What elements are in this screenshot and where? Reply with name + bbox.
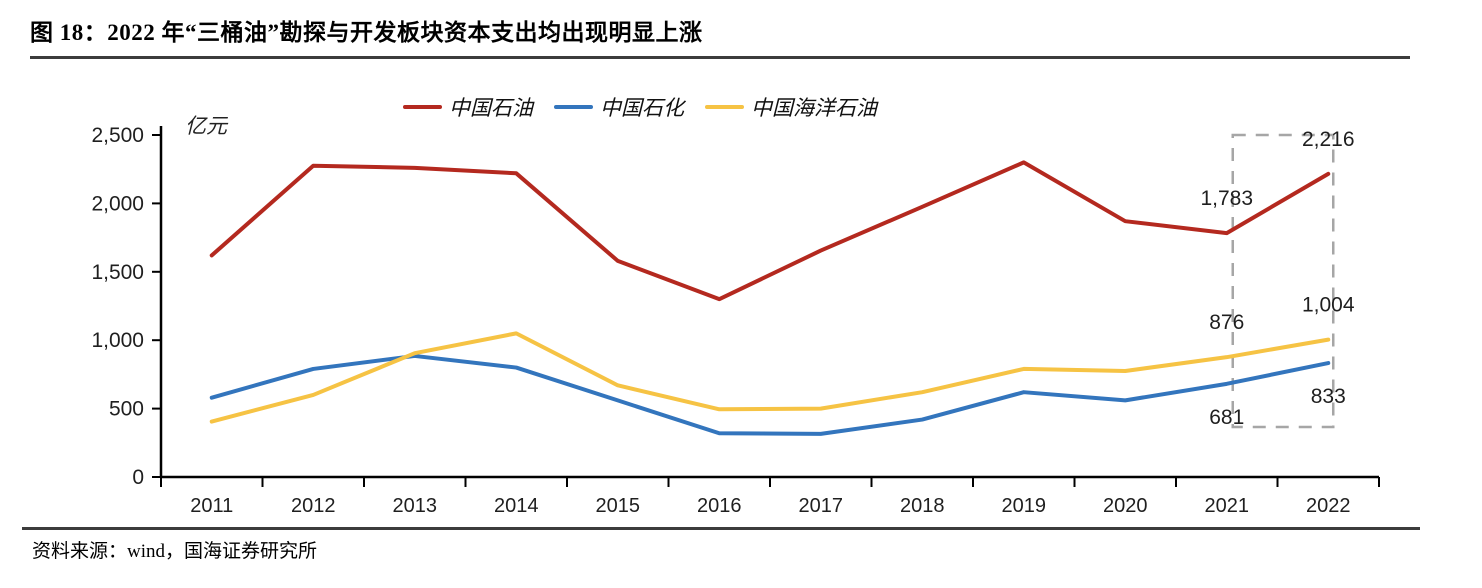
x-axis-year-label: 2014 — [494, 495, 539, 517]
sinopec-line-swatch-icon — [554, 105, 593, 109]
y-tick-label: 1,000 — [91, 329, 144, 352]
figure-title: 图 18：2022 年“三桶油”勘探与开发板块资本支出均出现明显上涨 — [30, 20, 703, 45]
x-axis-year-label: 2020 — [1103, 495, 1148, 517]
data-label: 876 — [1209, 311, 1244, 334]
data-label: 833 — [1311, 385, 1346, 408]
data-label: 1,783 — [1200, 187, 1253, 210]
x-axis-year-label: 2022 — [1306, 495, 1351, 517]
series-line — [209, 160, 1331, 302]
y-tick-label: 0 — [132, 466, 144, 489]
chart-legend: 中国石油 中国石化 中国海洋石油 — [403, 92, 877, 122]
data-label: 681 — [1209, 406, 1244, 429]
highlight-box — [1231, 133, 1335, 429]
legend-item-petrochina: 中国石油 — [403, 92, 533, 122]
cnooc-line-swatch-icon — [705, 105, 744, 109]
x-axis-year-label: 2015 — [596, 495, 641, 517]
data-label: 2,216 — [1302, 128, 1355, 151]
x-axis-year-label: 2013 — [393, 495, 438, 517]
x-axis-year-label: 2016 — [697, 495, 742, 517]
legend-label: 中国海洋石油 — [751, 96, 877, 120]
x-axis-year-label: 2021 — [1205, 495, 1250, 517]
figure-header: 图 18：2022 年“三桶油”勘探与开发板块资本支出均出现明显上涨 — [30, 13, 1410, 59]
y-axis-unit-label: 亿元 — [185, 114, 227, 138]
legend-item-cnooc: 中国海洋石油 — [705, 92, 877, 122]
x-axis-year-label: 2019 — [1002, 495, 1047, 517]
x-axis-year-label: 2017 — [799, 495, 844, 517]
x-axis-year-label: 2018 — [900, 495, 945, 517]
legend-label: 中国石油 — [449, 96, 533, 120]
y-tick-label: 2,000 — [91, 192, 144, 215]
data-label: 1,004 — [1302, 294, 1355, 317]
x-axis-year-label: 2012 — [291, 495, 336, 517]
y-tick-label: 1,500 — [91, 261, 144, 284]
y-tick-label: 2,500 — [91, 124, 144, 147]
x-axis-year-label: 2011 — [190, 495, 233, 517]
series-line — [209, 331, 1331, 424]
legend-label: 中国石化 — [600, 96, 684, 120]
petrochina-line-swatch-icon — [403, 105, 442, 109]
legend-item-sinopec: 中国石化 — [554, 92, 684, 122]
source-text: 资料来源：wind，国海证券研究所 — [32, 541, 318, 562]
y-tick-label: 500 — [109, 398, 144, 421]
source-footer: 资料来源：wind，国海证券研究所 — [22, 527, 1420, 563]
